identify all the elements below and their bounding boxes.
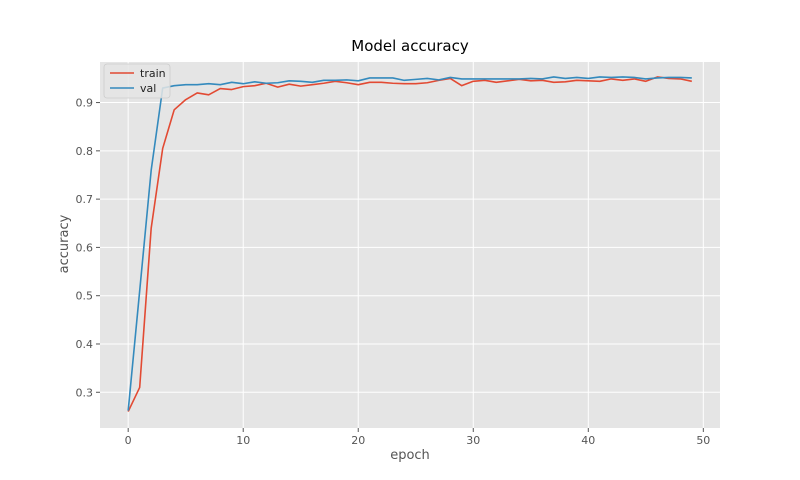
x-tick-label: 50 [696,434,710,447]
y-tick-label: 0.5 [76,290,94,303]
series-layer [127,76,692,412]
grid [100,62,720,428]
series-line-train [127,76,692,412]
plot-background [100,62,720,428]
chart-title: Model accuracy [351,37,469,55]
y-tick-label: 0.4 [76,338,94,351]
legend-label-val: val [140,82,156,95]
y-tick-label: 0.8 [76,145,94,158]
legend: train val [103,63,171,99]
y-tick-label: 0.9 [76,97,94,110]
ticks: 0 10 20 30 40 50 0.3 0.4 0.5 0.6 0.7 0.8 0.9 [76,97,711,447]
y-tick-label: 0.3 [76,386,94,399]
x-axis-title: epoch [390,448,430,463]
x-tick-label: 30 [466,434,480,447]
y-tick-label: 0.6 [76,241,94,254]
y-axis-title: accuracy [57,214,72,273]
series-line-val [127,76,692,411]
x-tick-label: 40 [581,434,595,447]
y-tick-label: 0.7 [76,193,94,206]
x-tick-label: 10 [236,434,250,447]
x-tick-label: 20 [351,434,365,447]
x-tick-label: 0 [125,434,132,447]
legend-label-train: train [140,67,166,80]
